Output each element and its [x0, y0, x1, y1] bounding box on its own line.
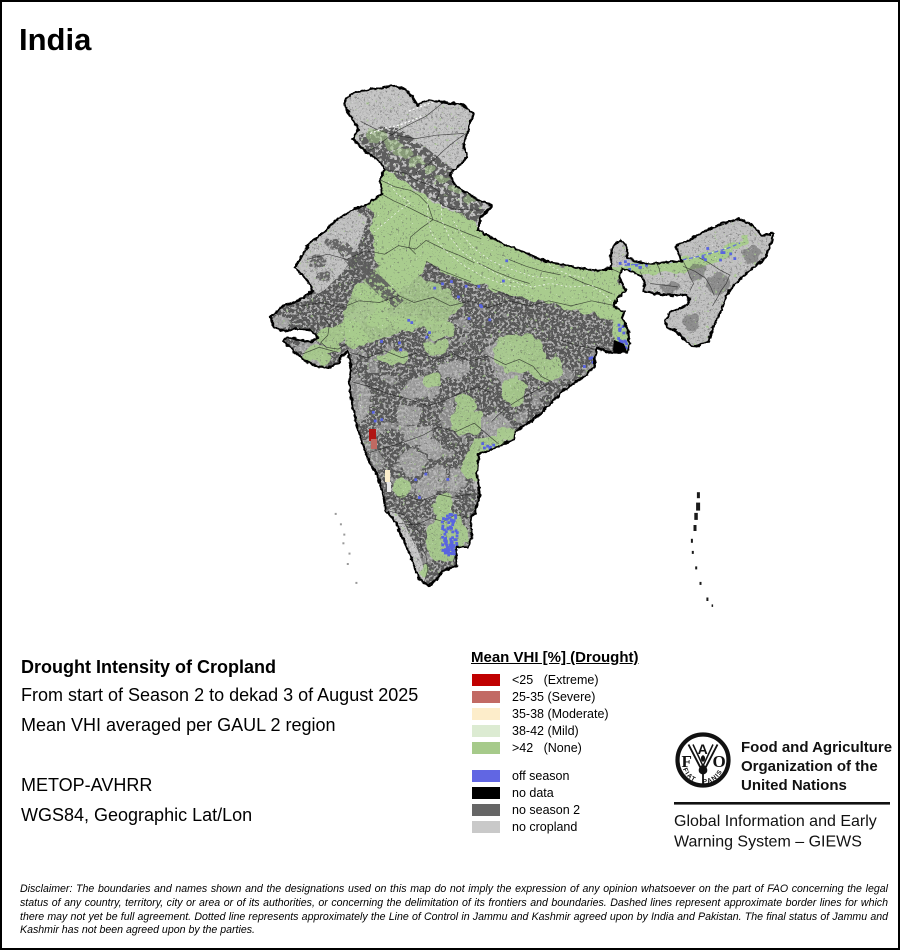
svg-text:A: A	[698, 741, 708, 757]
svg-text:O: O	[713, 752, 726, 771]
svg-text:Warning System – GIEWS: Warning System – GIEWS	[674, 834, 862, 851]
svg-text:United Nations: United Nations	[741, 777, 847, 794]
svg-text:F: F	[682, 752, 692, 771]
svg-text:Organization of the: Organization of the	[741, 758, 878, 775]
svg-text:Food and Agriculture: Food and Agriculture	[741, 739, 892, 756]
svg-text:Global Information and Early: Global Information and Early	[674, 813, 877, 830]
